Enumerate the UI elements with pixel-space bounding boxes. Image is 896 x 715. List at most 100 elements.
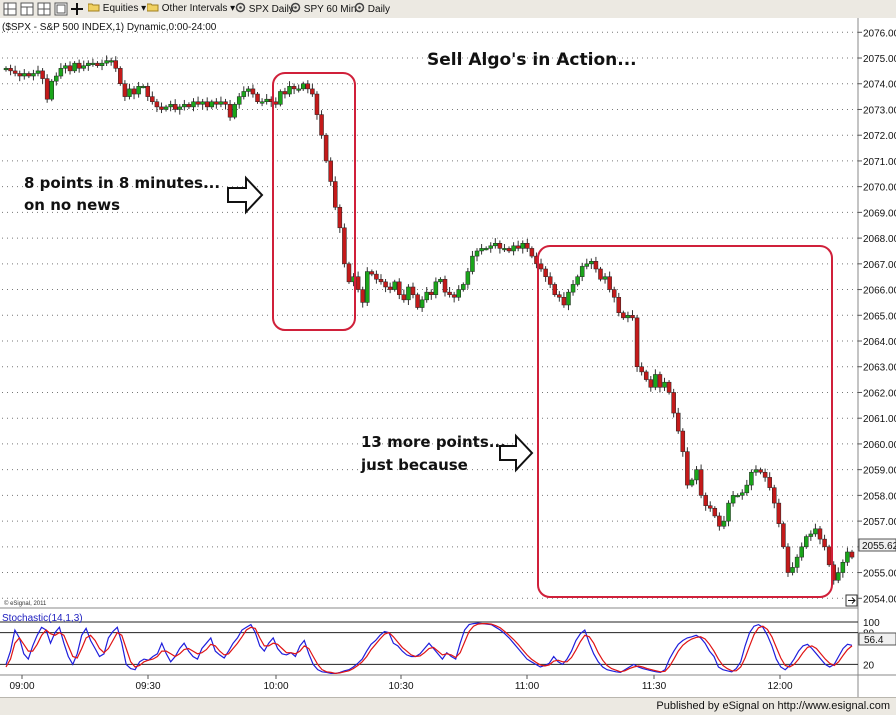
equities-menu[interactable]: Equities ▾: [87, 2, 147, 16]
candle-body: [186, 104, 192, 108]
crosshair-icon: [71, 3, 83, 15]
candle-body: [753, 469, 759, 473]
candle-body: [772, 487, 777, 504]
candle-body: [730, 495, 736, 504]
candle-body: [483, 248, 489, 251]
daily-link[interactable]: Daily: [354, 2, 390, 16]
candle-body: [191, 101, 196, 108]
candle-body: [236, 96, 242, 105]
candle-body: [415, 294, 420, 308]
folder-icon: [146, 3, 159, 12]
candle-body: [355, 276, 361, 290]
candle-body: [589, 261, 594, 265]
candle-body: [310, 88, 315, 95]
candle-body: [767, 477, 772, 488]
candle-body: [461, 284, 466, 290]
highlight-box-1: [272, 72, 356, 331]
candle-body: [49, 80, 54, 100]
price-chart[interactable]: 2054.002055.002056.002057.002058.002059.…: [0, 18, 896, 697]
candle-body: [328, 160, 333, 182]
price-tick-label: 2058.00: [863, 491, 896, 502]
candle-body: [195, 101, 201, 105]
candle-body: [172, 104, 178, 110]
chevron-down-icon: ▾: [141, 3, 147, 14]
candle-body: [31, 73, 36, 77]
candle-body: [465, 271, 471, 285]
candle-body: [392, 281, 397, 290]
tool-4-button[interactable]: [54, 2, 68, 16]
candle-body: [442, 279, 448, 293]
candle-body: [264, 98, 269, 103]
candle-body: [703, 495, 708, 506]
candle-body: [104, 60, 109, 64]
candle-body: [822, 538, 827, 548]
candle-body: [849, 551, 855, 558]
price-tick-label: 2071.00: [863, 157, 896, 168]
copyright-text: © eSignal, 2011: [4, 600, 47, 607]
candle-body: [154, 101, 160, 108]
candle-body: [424, 291, 429, 301]
candle-body: [291, 86, 297, 90]
candle-body: [44, 78, 50, 100]
candle-body: [836, 572, 841, 581]
candle-body: [72, 62, 77, 72]
footer-text: Published by eSignal on http://www.esign…: [656, 700, 890, 712]
other-intervals-menu[interactable]: Other Intervals ▾: [146, 2, 235, 16]
candle-body: [538, 263, 544, 270]
time-tick-label: 10:30: [388, 681, 413, 692]
candle-body: [634, 317, 640, 367]
candle-body: [776, 502, 782, 524]
candle-body: [374, 273, 379, 280]
candle-body: [689, 479, 695, 486]
candle-body: [17, 73, 22, 77]
candle-body: [826, 546, 832, 566]
candle-body: [630, 315, 635, 319]
spy-60-min-link[interactable]: SPY 60 Min: [290, 2, 356, 16]
candle-body: [246, 88, 251, 92]
candle-body: [76, 62, 82, 69]
tool-1-button[interactable]: [3, 2, 17, 16]
candle-body: [653, 374, 658, 388]
candle-body: [726, 502, 731, 522]
candle-body: [744, 484, 750, 494]
candle-body: [479, 248, 484, 252]
annotation-note1-line2: on no news: [24, 196, 120, 214]
crosshair-button[interactable]: [70, 2, 84, 16]
grid-icon: [54, 2, 68, 16]
price-tick-label: 2072.00: [863, 131, 896, 142]
scroll-right-icon[interactable]: [845, 594, 858, 607]
candle-body: [515, 245, 521, 249]
candle-body: [204, 101, 210, 108]
candle-body: [401, 294, 407, 301]
price-tick-label: 2075.00: [863, 54, 896, 65]
candle-body: [845, 551, 850, 563]
candle-body: [397, 281, 402, 295]
candle-body: [557, 294, 562, 298]
price-tick-label: 2055.00: [863, 569, 896, 580]
price-tick-label: 2059.00: [863, 466, 896, 477]
annotation-note2-line1: 13 more points...: [361, 433, 506, 451]
candle-body: [168, 104, 173, 108]
candle-body: [474, 250, 480, 257]
price-tick-label: 2070.00: [863, 183, 896, 194]
tool-3-button[interactable]: [37, 2, 51, 16]
candle-body: [337, 206, 343, 229]
stochastic-tick-label: 20: [863, 660, 875, 671]
candle-body: [593, 261, 599, 270]
candle-body: [721, 520, 727, 527]
candle-body: [488, 245, 493, 249]
candle-body: [502, 248, 507, 251]
spx-daily-link[interactable]: SPX Daily: [235, 2, 294, 16]
candle-body: [639, 366, 644, 373]
tool-2-button[interactable]: [20, 2, 34, 16]
candle-body: [12, 70, 18, 74]
candle-body: [598, 268, 603, 280]
spx-daily-label: SPX Daily: [248, 4, 294, 15]
spy-60-min-label: SPY 60 Min: [303, 4, 357, 15]
candle-body: [8, 68, 13, 72]
candle-body: [81, 65, 86, 69]
stochastic-grid: 2080100: [0, 618, 880, 671]
candle-body: [840, 562, 846, 573]
candle-body: [136, 86, 141, 95]
time-tick-label: 12:00: [767, 681, 792, 692]
